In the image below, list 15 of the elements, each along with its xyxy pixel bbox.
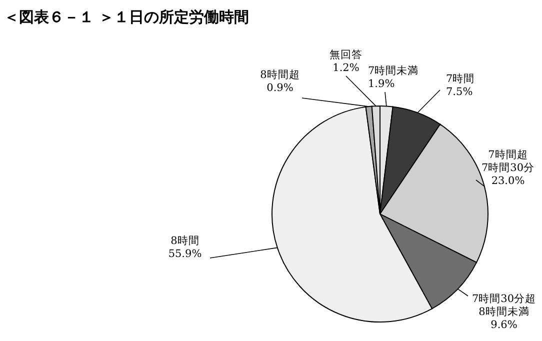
slice-label: 7時間超 7時間30分 (481, 148, 535, 174)
data-label: 1.2% (332, 62, 360, 74)
data-label: 55.9% (168, 248, 202, 260)
data-label: 23.0% (491, 175, 525, 187)
slice-label: 7時間未満 (368, 64, 419, 77)
data-label: 1.9% (368, 78, 395, 90)
slice-label: 7時間30分超 8時間未満 (472, 292, 536, 318)
data-label: 7.5% (446, 86, 473, 98)
slice-label: 8時間 (170, 234, 200, 247)
slice-label: 7時間 (446, 72, 475, 85)
slice-label: 無回答 (330, 49, 362, 61)
data-label: 0.9% (266, 82, 294, 94)
slice-label: 8時間超 (260, 68, 300, 81)
chart-title: ＜図表６－１ ＞１日の所定労働時間 (4, 8, 250, 26)
data-label: 9.6% (490, 319, 518, 331)
